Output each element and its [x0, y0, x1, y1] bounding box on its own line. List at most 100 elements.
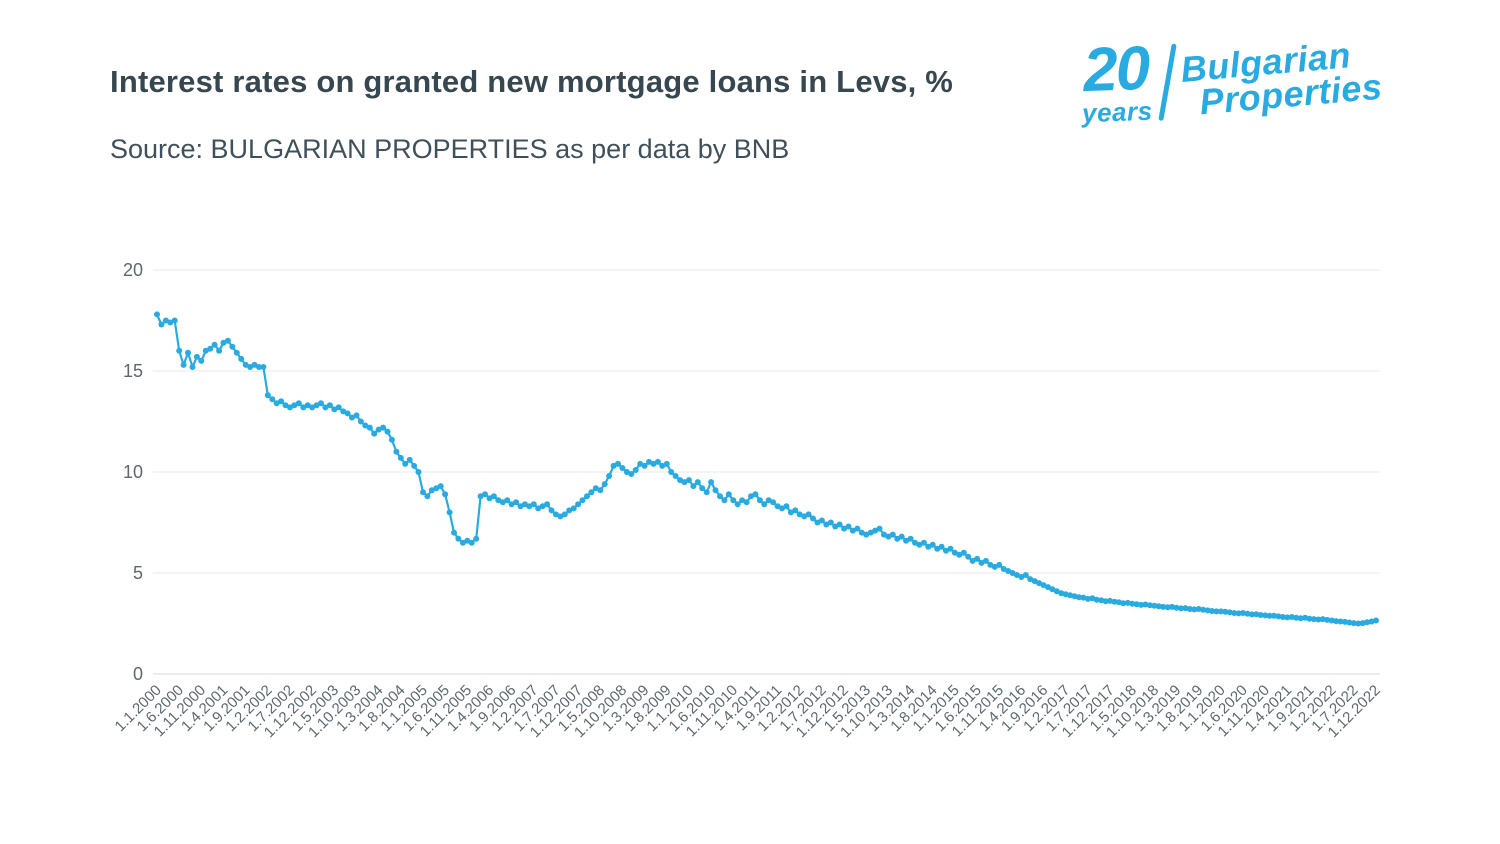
data-point-marker: [198, 357, 205, 364]
data-point-marker: [282, 402, 289, 409]
data-point-marker: [513, 499, 520, 506]
data-point-marker: [1306, 615, 1313, 622]
data-point-marker: [1213, 608, 1220, 615]
data-point-marker: [1324, 616, 1331, 623]
data-point-marker: [965, 553, 972, 560]
data-point-marker: [1315, 616, 1322, 623]
data-point-marker: [504, 497, 511, 504]
data-point-marker: [960, 549, 967, 556]
data-point-marker: [907, 535, 914, 542]
data-point-marker: [495, 497, 502, 504]
data-point-marker: [211, 341, 218, 348]
data-point-marker: [920, 539, 927, 546]
data-point-marker: [185, 349, 191, 356]
data-point-marker: [1257, 612, 1264, 618]
data-point-marker: [654, 458, 661, 465]
data-point-marker: [770, 499, 777, 506]
data-point-marker: [428, 487, 435, 494]
data-point-marker: [1155, 603, 1162, 610]
data-point-marker: [349, 414, 355, 421]
data-point-marker: [708, 479, 715, 486]
data-point-marker: [1279, 614, 1286, 620]
data-point-marker: [561, 511, 568, 518]
data-point-marker: [482, 491, 488, 498]
data-point-marker: [1040, 582, 1047, 589]
data-point-marker: [437, 483, 444, 490]
data-point-marker: [1200, 606, 1207, 613]
data-point-marker: [690, 483, 697, 490]
data-point-marker: [703, 489, 710, 496]
data-point-marker: [1080, 594, 1087, 601]
data-point-marker: [193, 353, 200, 360]
data-point-marker: [548, 507, 555, 514]
data-point-marker: [318, 400, 324, 407]
data-point-marker: [406, 456, 413, 463]
data-point-marker: [260, 364, 267, 370]
data-point-marker: [606, 473, 613, 479]
data-point-marker: [1160, 603, 1167, 610]
data-point-marker: [601, 481, 608, 488]
data-point-marker: [335, 404, 342, 411]
data-point-marker: [694, 479, 701, 486]
data-point-marker: [171, 317, 178, 324]
data-point-marker: [668, 469, 675, 475]
data-point-marker: [889, 531, 896, 538]
data-point-marker: [309, 404, 316, 411]
data-point-marker: [544, 501, 551, 508]
data-point-marker: [1191, 606, 1198, 613]
data-point-marker: [1209, 608, 1215, 614]
data-point-marker: [974, 555, 981, 562]
data-point-marker: [1217, 608, 1224, 615]
data-point-marker: [216, 347, 223, 354]
data-point-marker: [659, 462, 666, 469]
data-point-marker: [158, 321, 165, 328]
data-point-marker: [646, 458, 652, 465]
interest-rate-line: [155, 313, 1378, 625]
data-point-marker: [1350, 620, 1357, 627]
y-tick-label: 5: [133, 563, 143, 583]
data-point-marker: [672, 473, 679, 479]
y-tick-label: 0: [133, 664, 143, 684]
data-point-marker: [508, 501, 515, 508]
data-point-marker: [397, 454, 404, 461]
data-point-marker: [739, 497, 746, 504]
data-point-marker: [1027, 576, 1034, 583]
data-point-marker: [588, 489, 595, 496]
data-point-marker: [792, 507, 799, 514]
data-point-marker: [810, 515, 816, 522]
data-point-marker: [827, 519, 834, 526]
data-point-marker: [1355, 620, 1362, 627]
data-point-marker: [956, 551, 963, 558]
data-point-marker: [1133, 601, 1140, 608]
data-point-marker: [916, 541, 923, 548]
data-point-marker: [473, 535, 480, 542]
data-point-marker: [1271, 612, 1277, 619]
data-point-marker: [898, 533, 905, 540]
data-point-marker: [947, 545, 954, 552]
data-point-marker: [1129, 600, 1136, 607]
data-point-marker: [1107, 597, 1113, 604]
data-point-marker: [411, 462, 418, 469]
data-point-marker: [176, 347, 183, 354]
data-point-marker: [424, 493, 431, 500]
data-point-marker: [1173, 604, 1180, 611]
data-point-marker: [224, 337, 231, 344]
data-point-marker: [468, 539, 475, 546]
data-point-marker: [1244, 610, 1251, 617]
data-point-marker: [384, 428, 391, 435]
data-point-marker: [1146, 602, 1153, 609]
data-point-marker: [699, 485, 706, 492]
data-point-marker: [579, 497, 586, 504]
data-point-marker: [326, 402, 333, 409]
data-point-marker: [1053, 588, 1060, 595]
data-point-marker: [1235, 610, 1242, 617]
data-point-marker: [233, 349, 240, 356]
data-point-marker: [1297, 615, 1304, 622]
data-point-marker: [685, 477, 692, 484]
data-point-marker: [996, 561, 1003, 568]
data-point-marker: [1013, 572, 1020, 578]
data-point-marker: [1342, 618, 1348, 625]
data-point-marker: [1164, 604, 1171, 611]
data-point-marker: [969, 557, 976, 564]
data-point-marker: [1138, 601, 1145, 608]
